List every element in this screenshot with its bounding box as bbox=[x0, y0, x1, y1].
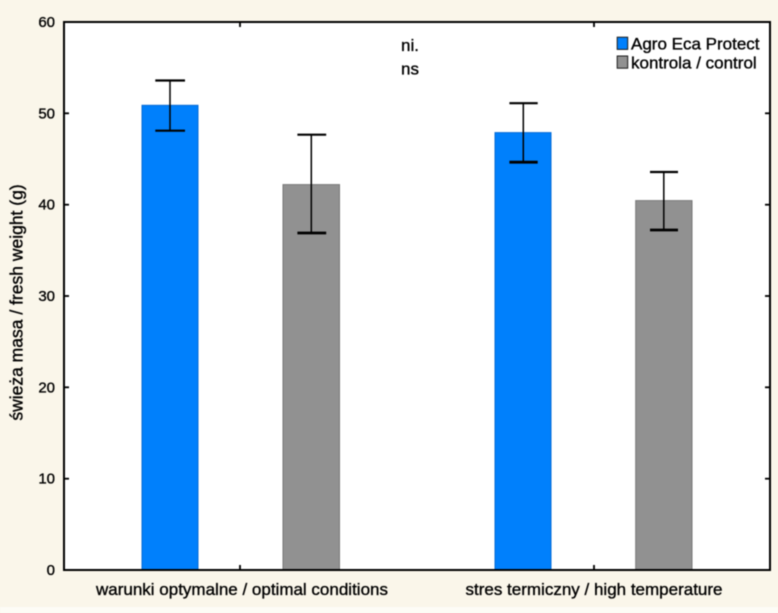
svg-text:20: 20 bbox=[38, 379, 55, 396]
svg-text:ni.: ni. bbox=[401, 36, 419, 55]
svg-text:świeża masa / fresh weight (g): świeża masa / fresh weight (g) bbox=[6, 184, 26, 420]
svg-text:50: 50 bbox=[38, 105, 55, 122]
svg-text:kontrola / control: kontrola / control bbox=[631, 53, 757, 72]
svg-text:ns: ns bbox=[401, 59, 419, 78]
svg-text:stres termiczny / high tempera: stres termiczny / high temperature bbox=[466, 580, 723, 599]
svg-text:60: 60 bbox=[38, 14, 55, 31]
svg-text:0: 0 bbox=[47, 562, 55, 579]
svg-text:10: 10 bbox=[38, 471, 55, 488]
svg-text:30: 30 bbox=[38, 288, 55, 305]
svg-text:Agro Eca Protect: Agro Eca Protect bbox=[631, 35, 760, 54]
svg-text:40: 40 bbox=[38, 197, 55, 214]
svg-text:warunki optymalne / optimal co: warunki optymalne / optimal conditions bbox=[95, 580, 388, 599]
